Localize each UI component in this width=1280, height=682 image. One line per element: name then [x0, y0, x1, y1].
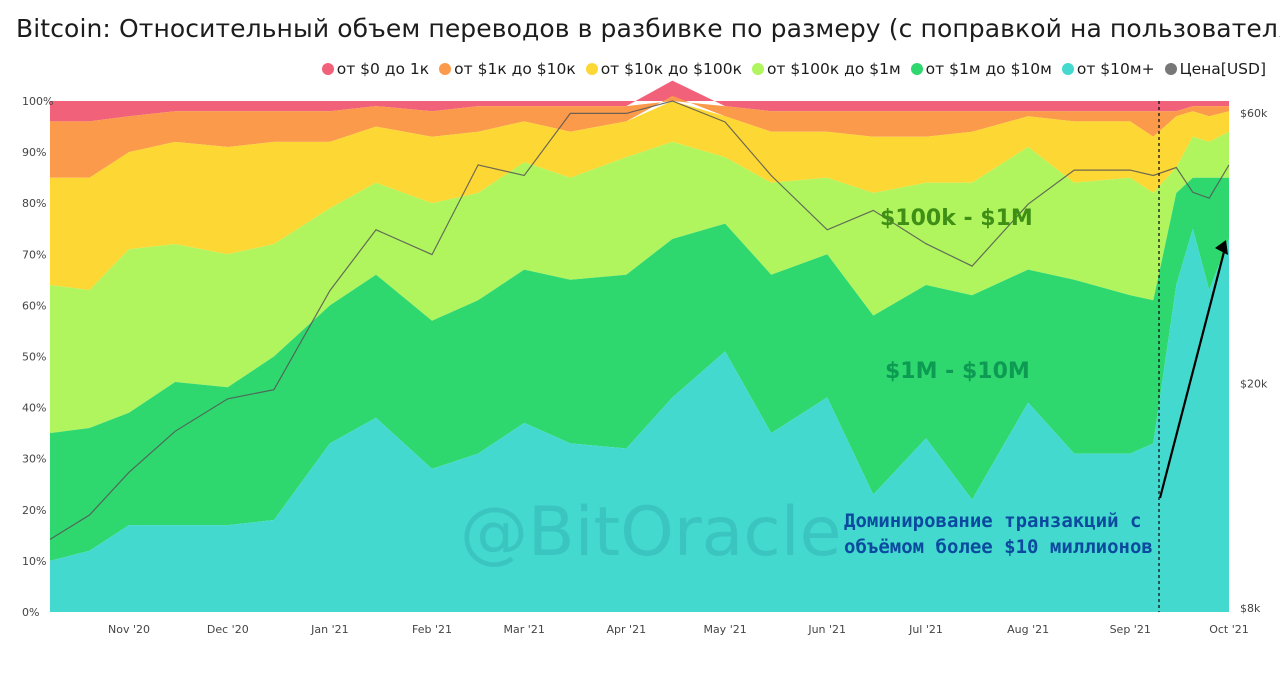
y-tick-label: 90% [22, 146, 46, 159]
legend-item-price[interactable]: Цена[USD] [1164, 60, 1266, 78]
legend-swatch [910, 63, 923, 75]
x-tick-label: Mar '21 [504, 623, 545, 636]
y-tick-label: 50% [22, 351, 46, 364]
area-band-0 [50, 228, 1229, 613]
legend-item-1k-10k[interactable]: от $1к до $10к [439, 60, 576, 78]
legend-item-10m-plus[interactable]: от $10м+ [1061, 60, 1155, 78]
area-band-1 [50, 177, 1229, 561]
legend-swatch [585, 63, 598, 75]
annotation-line-1: Доминирование транзакций с [844, 510, 1141, 532]
legend-label: от $1к до $10к [454, 60, 576, 78]
legend: от $0 до 1к от $1к до $10к от $10к до $1… [321, 60, 1266, 78]
legend-swatch [321, 63, 334, 75]
legend-item-1m-10m[interactable]: от $1м до $10м [910, 60, 1052, 78]
y-axis-left: 0% 10% 20% 30% 40% 50% 60% 70% 80% 90% 100% [22, 95, 53, 619]
y2-tick-label: $60k [1240, 107, 1268, 120]
y-tick-label: 20% [22, 504, 46, 517]
y-axis-right: $8k $20k $60k [1240, 107, 1268, 615]
x-tick-label: Jun '21 [807, 623, 846, 636]
area-label-1m-10m: $1M - $10M [885, 359, 1030, 384]
y-tick-label: 10% [22, 555, 46, 568]
x-tick-label: Oct '21 [1209, 623, 1249, 636]
y-tick-label: 0% [22, 606, 39, 619]
y-tick-label: 60% [22, 299, 46, 312]
y-tick-label: 100% [22, 95, 53, 108]
area-band-3 [50, 101, 1229, 291]
y-tick-label: 30% [22, 453, 46, 466]
watermark: @BitOracle [460, 493, 841, 572]
x-tick-label: Jul '21 [908, 623, 943, 636]
y-tick-label: 40% [22, 402, 46, 415]
legend-label: от $1м до $10м [925, 60, 1052, 78]
y-tick-label: 80% [22, 197, 46, 210]
area-band-4 [50, 95, 1229, 178]
x-axis: Nov '20 Dec '20 Jan '21 Feb '21 Mar '21 Apr '… [108, 623, 1249, 636]
legend-swatch [751, 63, 764, 75]
x-tick-label: Nov '20 [108, 623, 150, 636]
y2-tick-label: $20k [1240, 377, 1268, 390]
chart-title: Bitcoin: Относительный объем переводов в… [16, 14, 1280, 43]
trend-arrow-line [1158, 247, 1227, 499]
price-line [49, 100, 1230, 540]
x-tick-label: Sep '21 [1110, 623, 1151, 636]
legend-item-0-1k[interactable]: от $0 до 1к [321, 60, 430, 78]
area-label-100k-1m: $100k - $1M [880, 206, 1033, 231]
legend-item-10k-100k[interactable]: от $10к до $100к [585, 60, 742, 78]
legend-swatch [1061, 63, 1074, 75]
legend-label: Цена[USD] [1179, 60, 1266, 78]
x-tick-label: May '21 [703, 623, 746, 636]
x-tick-label: Aug '21 [1007, 623, 1049, 636]
legend-label: от $10м+ [1076, 60, 1155, 78]
x-tick-label: Feb '21 [412, 623, 452, 636]
legend-label: от $10к до $100к [600, 60, 742, 78]
y2-tick-label: $8k [1240, 602, 1261, 615]
legend-label: от $0 до 1к [336, 60, 430, 78]
area-band-2 [50, 131, 1229, 434]
stacked-areas [50, 80, 1229, 613]
x-tick-label: Jan '21 [310, 623, 348, 636]
annotation-line-2: объёмом более $10 миллионов [844, 536, 1153, 558]
legend-item-100k-1m[interactable]: от $100к до $1м [751, 60, 901, 78]
x-tick-label: Dec '20 [207, 623, 249, 636]
trend-arrow-head [1215, 240, 1228, 255]
legend-swatch [1164, 63, 1177, 75]
legend-label: от $100к до $1м [766, 60, 901, 78]
x-tick-label: Apr '21 [607, 623, 647, 636]
y-tick-label: 70% [22, 248, 46, 261]
legend-swatch [439, 63, 452, 75]
